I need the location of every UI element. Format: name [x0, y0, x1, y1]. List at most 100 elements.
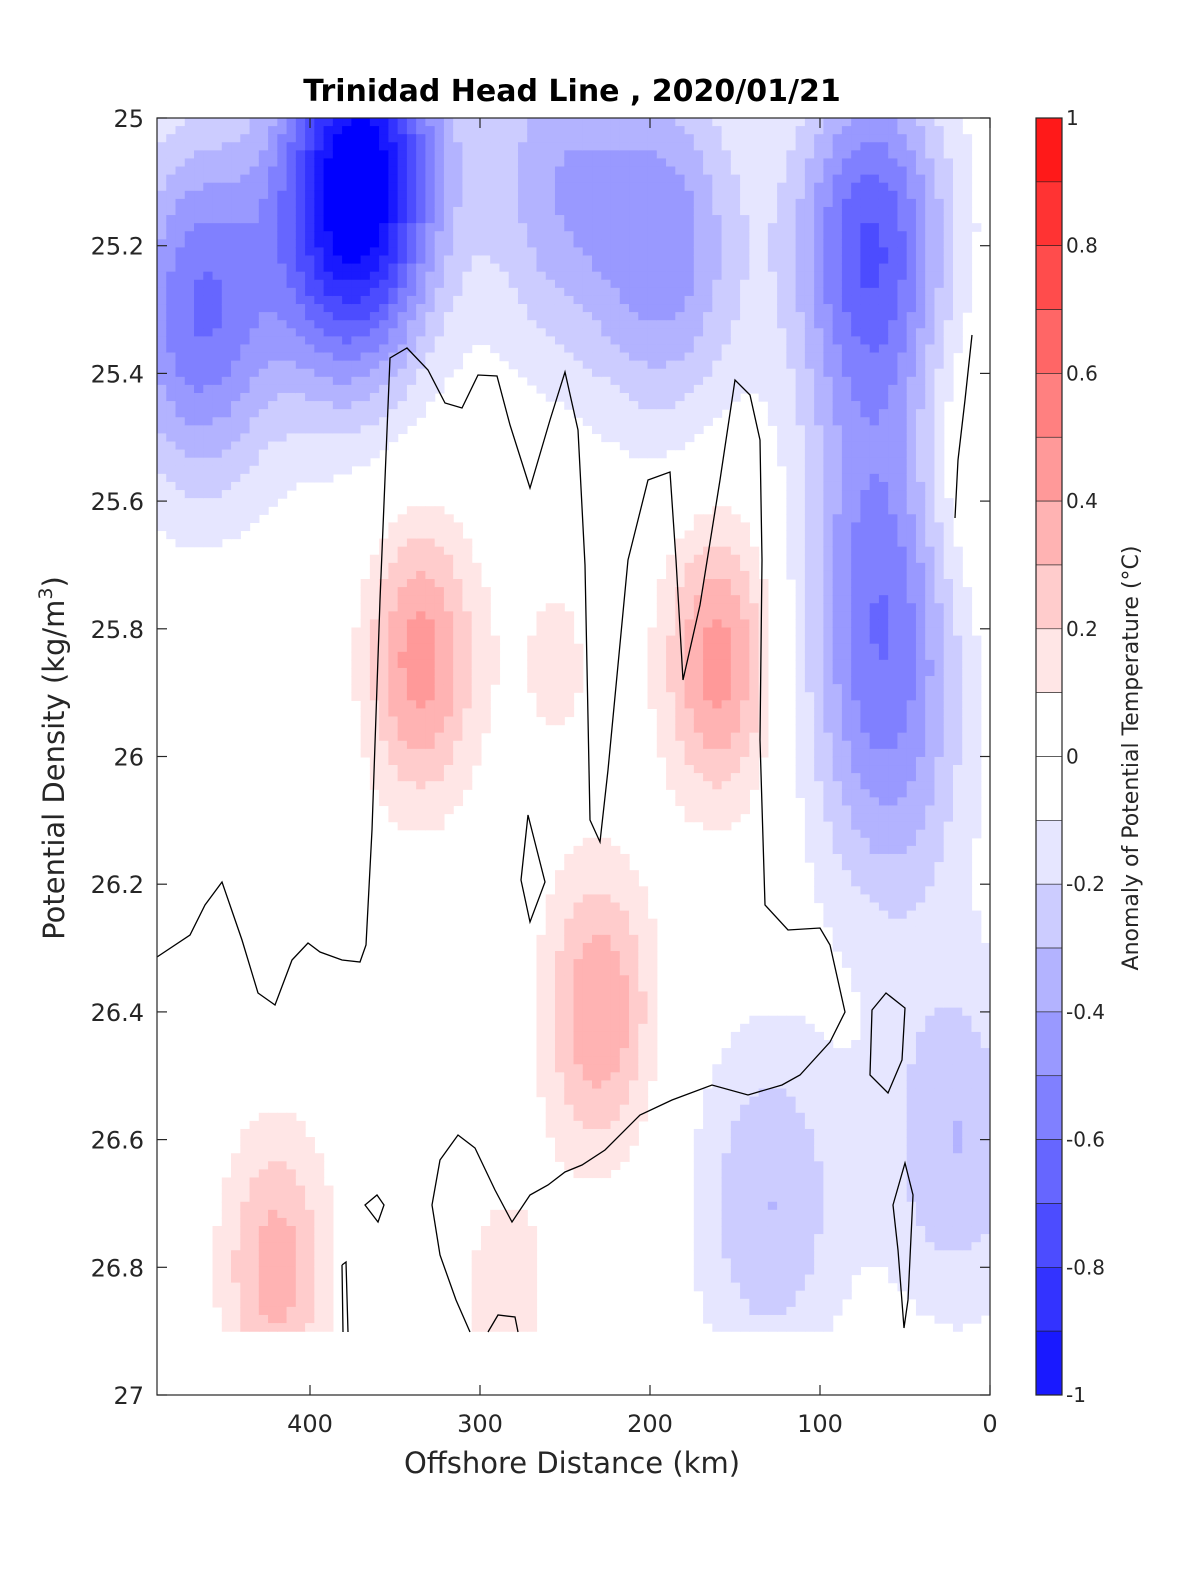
field-cell	[425, 368, 436, 378]
field-cell	[157, 473, 167, 483]
field-cell	[647, 190, 658, 200]
field-cell	[564, 231, 575, 240]
field-cell	[323, 328, 334, 337]
field-cell	[453, 684, 464, 693]
field-cell	[582, 295, 593, 305]
field-cell	[638, 328, 649, 337]
field-cell	[249, 409, 260, 418]
field-cell	[277, 126, 288, 135]
field-cell	[221, 271, 232, 281]
field-cell	[203, 328, 214, 337]
field-cell	[545, 708, 556, 718]
field-cell	[360, 441, 371, 451]
field-cell	[564, 878, 575, 887]
field-cell	[212, 441, 223, 451]
field-cell	[305, 401, 315, 410]
field-cell	[379, 417, 389, 426]
field-cell	[536, 279, 547, 289]
field-cell	[305, 1193, 315, 1203]
field-cell	[693, 740, 704, 750]
field-cell	[453, 716, 464, 726]
field-cell	[443, 651, 454, 661]
field-cell	[471, 595, 482, 604]
field-cell	[619, 878, 630, 887]
field-cell	[406, 789, 417, 798]
field-cell	[379, 158, 389, 168]
field-cell	[582, 886, 593, 896]
field-cell	[767, 231, 778, 240]
field-cell	[693, 595, 704, 604]
field-cell	[703, 700, 713, 709]
field-cell	[286, 1177, 297, 1187]
field-cell	[758, 352, 769, 362]
field-cell	[480, 206, 491, 216]
field-cell	[360, 312, 371, 321]
field-cell	[638, 983, 649, 993]
field-cell	[666, 700, 676, 709]
field-cell	[730, 619, 741, 629]
field-cell	[388, 789, 399, 798]
field-cell	[480, 198, 491, 208]
field-cell	[656, 611, 667, 621]
field-cell	[360, 279, 371, 289]
field-cell	[175, 328, 186, 337]
field-cell	[305, 312, 315, 321]
field-cell	[684, 554, 695, 564]
field-cell	[332, 118, 343, 127]
field-cell	[693, 1217, 704, 1227]
field-cell	[758, 700, 769, 709]
field-cell	[360, 271, 371, 281]
field-cell	[157, 150, 167, 160]
field-cell	[582, 239, 593, 249]
field-cell	[240, 1128, 251, 1138]
field-cell	[536, 708, 547, 718]
field-cell	[480, 611, 491, 621]
field-cell	[545, 926, 556, 936]
field-cell	[721, 1145, 732, 1154]
field-cell	[601, 231, 612, 240]
field-cell	[240, 465, 251, 475]
field-cell	[499, 247, 510, 257]
field-cell	[286, 457, 297, 467]
field-cell	[406, 166, 417, 176]
field-cell	[647, 328, 658, 337]
field-cell	[564, 619, 575, 629]
field-cell	[480, 287, 491, 297]
field-cell	[601, 918, 612, 928]
field-cell	[573, 336, 584, 346]
field-cell	[758, 708, 769, 718]
field-cell	[314, 182, 325, 192]
field-cell	[610, 853, 621, 863]
field-cell	[656, 684, 667, 693]
field-cell	[443, 182, 454, 192]
field-cell	[786, 344, 797, 354]
field-cell	[758, 247, 769, 257]
field-cell	[249, 1120, 260, 1130]
field-cell	[323, 126, 334, 135]
field-cell	[157, 255, 167, 265]
field-cell	[203, 150, 214, 160]
field-cell	[749, 1056, 760, 1065]
field-cell	[157, 287, 167, 297]
field-cell	[212, 417, 223, 426]
field-cell	[573, 239, 584, 249]
field-cell	[740, 611, 750, 621]
field-cell	[758, 651, 769, 661]
field-cell	[277, 1250, 288, 1259]
field-cell	[592, 1104, 602, 1114]
field-cell	[295, 1169, 306, 1179]
field-cell	[397, 522, 408, 532]
field-cell	[601, 991, 612, 1001]
field-cell	[721, 700, 732, 709]
field-cell	[416, 546, 427, 556]
field-cell	[638, 449, 649, 459]
field-cell	[517, 118, 528, 127]
field-cell	[471, 287, 482, 297]
field-cell	[712, 546, 723, 556]
field-cell	[490, 166, 501, 176]
field-cell	[397, 708, 408, 718]
field-cell	[258, 295, 269, 305]
field-cell	[666, 716, 676, 726]
field-cell	[786, 1137, 797, 1146]
field-cell	[360, 150, 371, 160]
